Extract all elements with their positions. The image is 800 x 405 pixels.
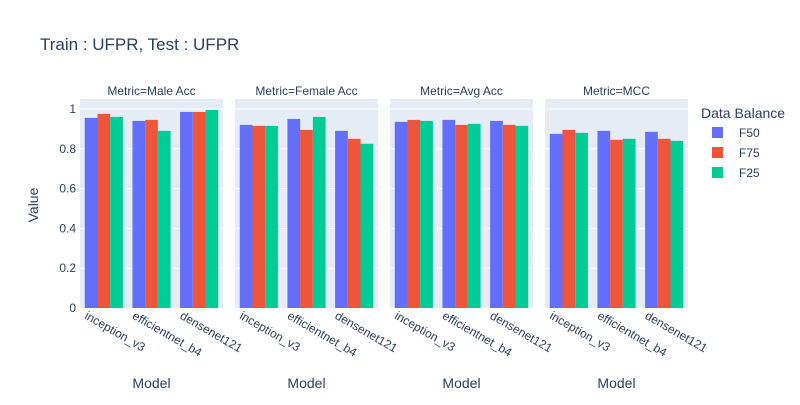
legend-swatch[interactable] (712, 167, 723, 178)
bar-f75 (657, 138, 671, 308)
y-tick-label: 1 (69, 102, 76, 116)
bar-f75 (562, 129, 576, 308)
y-tick-label: 0.8 (59, 142, 76, 156)
y-tick-label: 0.6 (59, 182, 76, 196)
bar-f50 (394, 121, 408, 308)
facet-title: Metric=Female Acc (255, 84, 357, 98)
legend-label[interactable]: F25 (739, 166, 760, 180)
bar-f25 (110, 116, 123, 309)
legend: Data Balance F50 F75 F25 (701, 105, 785, 180)
bar-f25 (157, 130, 171, 308)
legend-label[interactable]: F75 (739, 146, 760, 160)
x-axis-title: Model (287, 375, 325, 391)
facet-panel: Metric=Male Accinception_v3efficientnet_… (80, 84, 245, 391)
bar-f50 (442, 119, 456, 309)
bar-f50 (335, 130, 348, 308)
legend-swatch[interactable] (712, 147, 723, 158)
facet-panel: Metric=Female Accinception_v3efficientne… (235, 84, 400, 391)
x-axis-title: Model (132, 375, 170, 391)
facet-panel: Metric=Avg Accinception_v3efficientnet_b… (390, 84, 555, 391)
bar-f75 (192, 111, 206, 308)
legend-label[interactable]: F50 (739, 126, 760, 140)
bar-f25 (265, 125, 278, 308)
bar-f75 (407, 119, 421, 309)
x-axis-title: Model (442, 375, 480, 391)
bar-f25 (467, 123, 481, 308)
chart-title: Train : UFPR, Test : UFPR (40, 35, 239, 54)
bar-f75 (610, 139, 623, 308)
facet-title: Metric=Male Acc (107, 84, 195, 98)
bar-f75 (455, 124, 468, 308)
bar-f50 (239, 124, 253, 308)
bar-f25 (420, 120, 433, 309)
bar-f50 (490, 120, 503, 309)
bar-f25 (575, 132, 588, 308)
bar-f50 (549, 133, 563, 308)
facet-title: Metric=Avg Acc (420, 84, 503, 98)
bar-f75 (347, 138, 361, 308)
bar-f50 (287, 118, 301, 309)
y-tick-label: 0 (69, 301, 76, 315)
bar-f25 (205, 109, 219, 308)
legend-swatch[interactable] (712, 127, 723, 138)
bar-f25 (670, 140, 684, 308)
bar-f75 (502, 124, 516, 308)
bar-f25 (622, 138, 636, 308)
bar-f75 (97, 113, 111, 308)
y-tick-label: 0.2 (59, 261, 76, 275)
y-axis-title: Value (25, 187, 41, 222)
facet-panels: Metric=Male Accinception_v3efficientnet_… (59, 84, 710, 391)
bar-f25 (312, 116, 326, 309)
x-axis-title: Model (597, 375, 635, 391)
bar-f75 (252, 125, 266, 308)
bar-f75 (145, 119, 158, 309)
bar-f50 (84, 117, 98, 309)
bar-f25 (360, 143, 374, 308)
facet-panel: Metric=MCCinception_v3efficientnet_b4den… (545, 84, 710, 391)
bar-f25 (515, 125, 529, 308)
facet-title: Metric=MCC (583, 84, 650, 98)
bar-f75 (300, 129, 313, 308)
legend-title: Data Balance (701, 105, 785, 121)
y-tick-label: 0.4 (59, 221, 76, 235)
bar-f50 (597, 130, 611, 308)
bar-f50 (180, 111, 193, 308)
bar-f50 (132, 120, 146, 309)
bar-f50 (645, 131, 658, 308)
